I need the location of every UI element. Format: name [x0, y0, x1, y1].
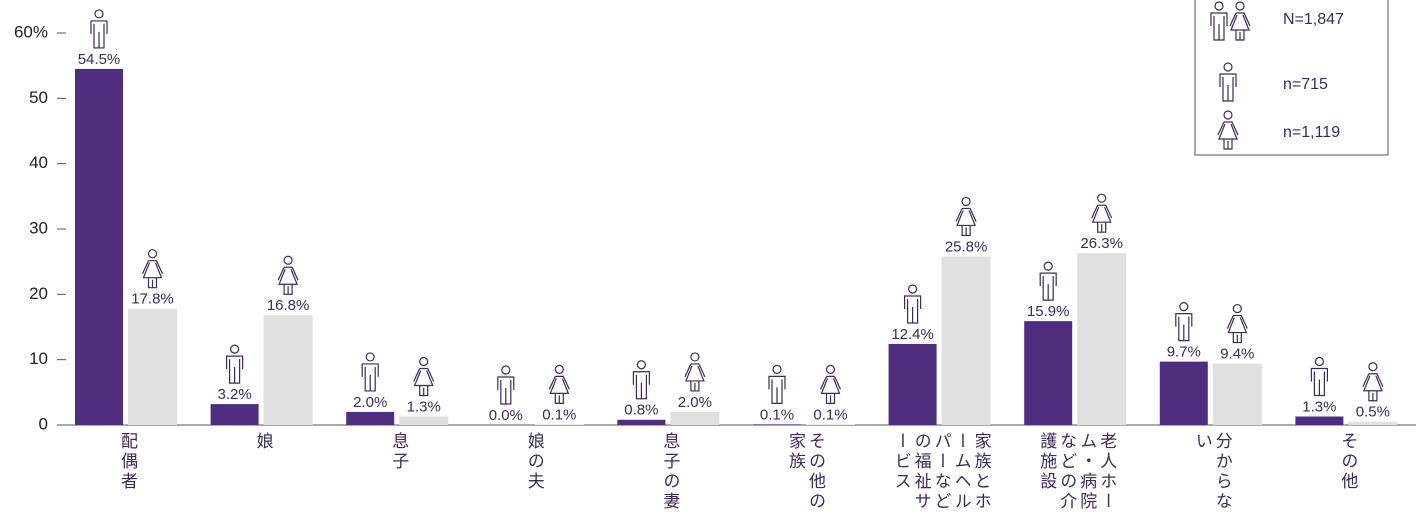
value-label: 9.7% [1167, 344, 1201, 361]
y-tick-label: 60% [14, 22, 48, 41]
value-label: 3.2% [217, 386, 251, 403]
female-icon [1229, 1, 1251, 41]
bar [210, 404, 259, 425]
female-icon [1217, 110, 1239, 150]
x-tick-label: 娘 [252, 432, 273, 452]
male-icon [361, 352, 379, 392]
y-tick-label: 20 [29, 284, 48, 303]
bar [1159, 361, 1208, 425]
female-icon [1362, 362, 1384, 402]
x-tick-label: 家族とホームヘルパーなどの福祉サービス [890, 432, 991, 512]
female-icon [1226, 303, 1248, 344]
male-icon [632, 360, 650, 400]
x-tick-label: 分からない [1191, 432, 1232, 512]
x-tick-label: 老人ホーム・病院などの介護施設 [1036, 432, 1117, 512]
bar [617, 419, 666, 425]
value-label: 1.3% [407, 398, 441, 415]
legend-total: N=1,847 [1283, 11, 1344, 28]
male-icon [1175, 302, 1193, 342]
bar [1077, 253, 1127, 425]
female-icon [684, 352, 706, 392]
bar [263, 315, 313, 425]
x-tick-label: 娘の夫 [523, 432, 544, 492]
y-tick-label: 50 [29, 88, 48, 107]
bar [1348, 421, 1398, 425]
value-label: 2.0% [678, 394, 712, 411]
value-label: 0.1% [542, 406, 576, 423]
legend-box [1194, 0, 1389, 156]
bar [753, 424, 801, 425]
female-icon [819, 364, 842, 404]
male-icon [1039, 261, 1057, 301]
value-label: 26.3% [1080, 235, 1123, 252]
female-icon [955, 196, 977, 237]
bar [1295, 416, 1344, 425]
female-icon [548, 364, 570, 404]
bar [941, 256, 991, 425]
bar [888, 343, 937, 425]
male-icon [1210, 1, 1228, 41]
value-label: 0.8% [624, 402, 658, 419]
x-tick-label: その他 [1337, 432, 1358, 492]
male-icon [226, 344, 244, 384]
value-label: 0.1% [760, 406, 794, 423]
bar [1024, 321, 1073, 425]
y-tick-label: 30 [29, 218, 48, 237]
value-label: 1.3% [1302, 398, 1336, 415]
x-tick-label: その他の家族 [785, 432, 825, 512]
value-label: 25.8% [945, 238, 988, 255]
female-icon [413, 356, 435, 397]
female-icon [277, 255, 299, 295]
female-icon [1091, 193, 1113, 233]
legend-label: n=1,119 [1283, 124, 1340, 141]
bar [75, 68, 123, 425]
male-icon [90, 9, 108, 49]
male-icon [1310, 356, 1328, 397]
value-label: 17.8% [131, 291, 174, 308]
y-tick-label: 10 [29, 349, 48, 368]
value-label: 15.9% [1027, 303, 1070, 320]
x-tick-label: 息子の妻 [659, 432, 680, 512]
female-icon [141, 249, 164, 289]
bar [534, 424, 584, 425]
bar [806, 424, 855, 425]
bar [1212, 363, 1262, 425]
bar [346, 411, 395, 425]
value-label: 0.0% [489, 407, 523, 424]
bar [128, 308, 177, 425]
male-icon [1219, 62, 1237, 102]
x-tick-label: 配偶者 [117, 432, 137, 492]
male-icon [768, 364, 786, 404]
legend-label: n=715 [1283, 76, 1328, 93]
value-label: 9.4% [1220, 346, 1254, 363]
x-tick-label: 息子 [388, 432, 409, 472]
bar [399, 416, 449, 425]
value-label: 12.4% [891, 326, 934, 343]
value-label: 54.5% [78, 51, 121, 68]
value-label: 0.5% [1356, 404, 1390, 421]
male-icon [497, 365, 515, 405]
y-tick-label: 40 [29, 153, 48, 172]
male-icon [904, 284, 922, 324]
value-label: 16.8% [267, 297, 310, 314]
y-tick-label: 0 [39, 414, 48, 433]
value-label: 0.1% [813, 406, 847, 423]
bar [670, 411, 720, 425]
value-label: 2.0% [353, 394, 387, 411]
